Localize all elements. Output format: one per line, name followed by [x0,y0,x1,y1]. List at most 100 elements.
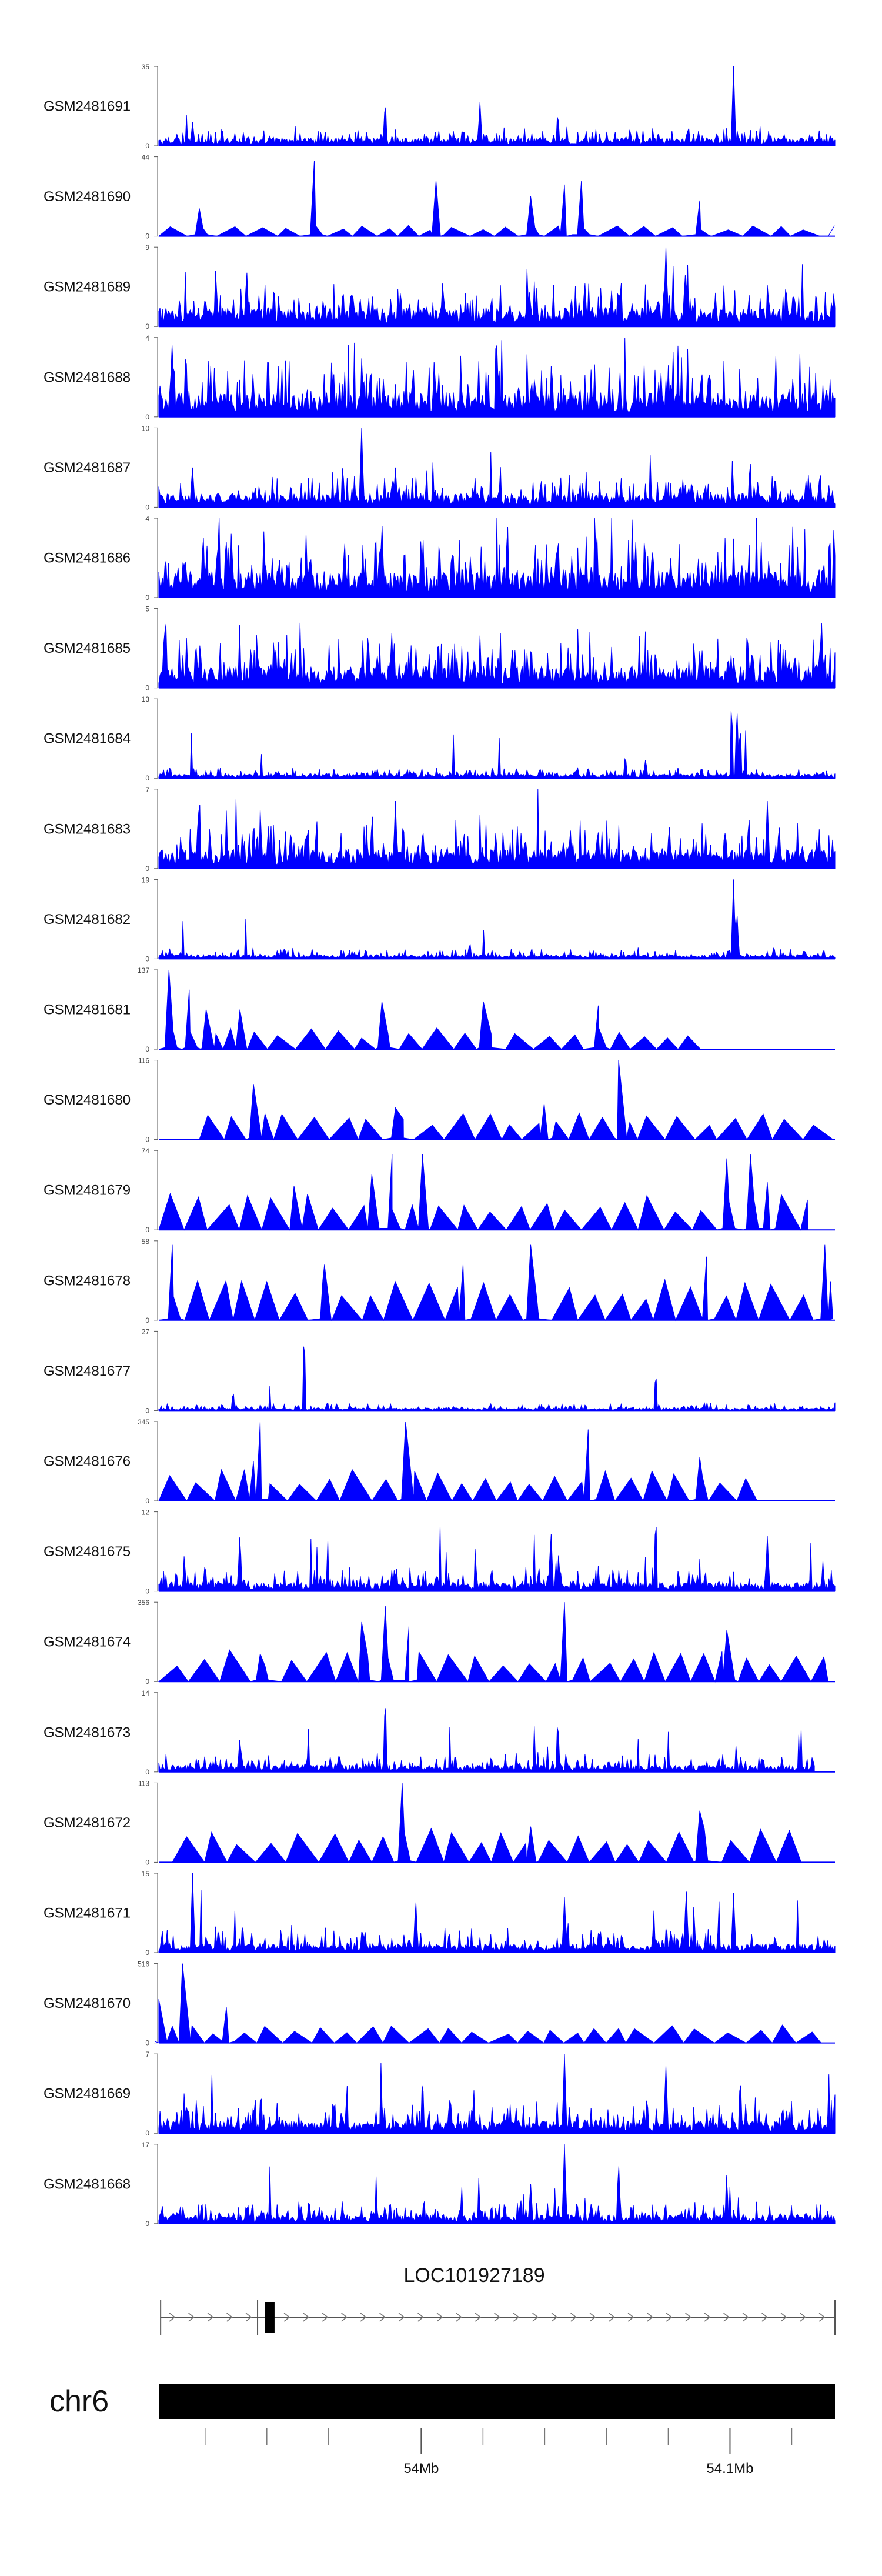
strand-arrow [704,2313,711,2322]
coverage-area [199,1060,835,1141]
track-GSM2481672: GSM2481672 113 0 [44,1779,835,1866]
coverage-area [158,161,835,237]
strand-arrow [283,2313,290,2322]
coverage-area [158,1526,836,1592]
strand-arrow [494,2313,500,2322]
coverage-area [158,1154,808,1231]
strand-arrow [475,2313,482,2322]
y-tick-max-label: 19 [142,876,150,884]
chromosome-band [159,2384,835,2419]
track-label: GSM2481681 [44,1002,131,1018]
coverage-area [158,1873,836,1953]
strand-arrow [647,2313,653,2322]
strand-arrow [723,2313,730,2322]
coverage-area [158,1708,815,1773]
coverage-area [158,518,836,598]
strand-arrow [800,2313,806,2322]
coverage-area [158,622,836,689]
track-GSM2481681: GSM2481681 137 0 [44,966,835,1053]
y-tick-max-label: 116 [138,1057,149,1065]
coverage-area [158,2144,836,2224]
strand-arrow [456,2313,462,2322]
y-tick-max-label: 35 [142,63,150,71]
track-GSM2481689: GSM2481689 9 0 [44,243,836,331]
coverage-area [158,711,836,779]
track-label: GSM2481668 [44,2176,131,2192]
coverage-area [158,969,720,1050]
track-GSM2481679: GSM2481679 74 0 [44,1147,835,1234]
track-label: GSM2481673 [44,1724,131,1740]
y-tick-zero-label: 0 [145,955,149,963]
track-GSM2481674: GSM2481674 356 0 [44,1599,835,1686]
strand-arrow [207,2313,214,2322]
track-GSM2481682: GSM2481682 19 0 [44,876,836,963]
coverage-area [158,1244,834,1322]
y-tick-max-label: 27 [142,1327,150,1336]
strand-arrow [341,2313,348,2322]
y-tick-max-label: 44 [142,154,150,162]
y-tick-max-label: 516 [138,1960,149,1968]
track-label: GSM2481682 [44,912,131,927]
track-label: GSM2481677 [44,1363,131,1379]
strand-arrow [379,2313,386,2322]
track-GSM2481675: GSM2481675 12 0 [44,1509,836,1596]
coverage-area [158,338,836,418]
strand-arrow [169,2313,176,2322]
y-tick-max-label: 345 [138,1418,149,1426]
gene-exon [265,2302,275,2333]
y-tick-max-label: 356 [138,1599,149,1607]
y-tick-max-label: 4 [145,334,149,342]
track-GSM2481670: GSM2481670 516 0 [44,1960,835,2047]
strand-arrow [666,2313,673,2322]
track-label: GSM2481671 [44,1906,131,1921]
coverage-area [158,66,836,146]
y-tick-zero-label: 0 [145,1858,149,1866]
strand-arrow [532,2313,539,2322]
strand-arrow [627,2313,634,2322]
y-tick-max-label: 58 [142,1237,150,1246]
track-GSM2481684: GSM2481684 13 0 [44,695,836,782]
y-tick-max-label: 7 [145,2050,149,2058]
coverage-area [158,2054,836,2134]
track-GSM2481691: GSM2481691 35 0 [44,63,836,150]
track-label: GSM2481687 [44,460,131,476]
track-label: GSM2481683 [44,821,131,837]
strand-arrow [818,2313,826,2322]
track-GSM2481671: GSM2481671 15 0 [44,1870,836,1957]
strand-arrow [761,2313,768,2322]
track-GSM2481676: GSM2481676 345 0 [44,1418,835,1505]
strand-arrow [188,2313,195,2322]
y-tick-zero-label: 0 [145,2129,149,2137]
strand-arrow [570,2313,577,2322]
coverage-area [158,247,836,327]
strand-arrow [417,2313,424,2322]
track-GSM2481673: GSM2481673 14 0 [44,1689,835,1776]
gene-name-label: LOC101927189 [404,2264,545,2287]
strand-arrow [398,2313,405,2322]
y-tick-max-label: 15 [142,1870,150,1878]
y-tick-max-label: 74 [142,1147,150,1155]
chromosome-label: chr6 [49,2384,109,2418]
ideogram-tick-label: 54.1Mb [706,2461,753,2477]
y-tick-zero-label: 0 [145,142,149,150]
y-tick-zero-label: 0 [145,2039,149,2047]
chromosome-ideogram: chr6 54Mb 54.1Mb [49,2384,835,2477]
strand-arrow [360,2313,367,2322]
gene-track: LOC101927189 [160,2264,836,2335]
coverage-area [172,1783,808,1864]
strand-arrow [322,2313,329,2322]
track-label: GSM2481674 [44,1634,131,1650]
strand-arrow [551,2313,558,2322]
coverage-area [158,1602,829,1683]
coverage-area [158,428,836,508]
coverage-area [154,1963,828,2044]
y-tick-zero-label: 0 [145,1497,149,1505]
y-tick-zero-label: 0 [145,503,149,511]
strand-arrow [436,2313,443,2322]
y-tick-zero-label: 0 [145,865,149,873]
track-label: GSM2481688 [44,369,131,385]
track-label: GSM2481686 [44,550,131,566]
y-tick-max-label: 5 [145,605,149,613]
strand-arrow [303,2313,309,2322]
